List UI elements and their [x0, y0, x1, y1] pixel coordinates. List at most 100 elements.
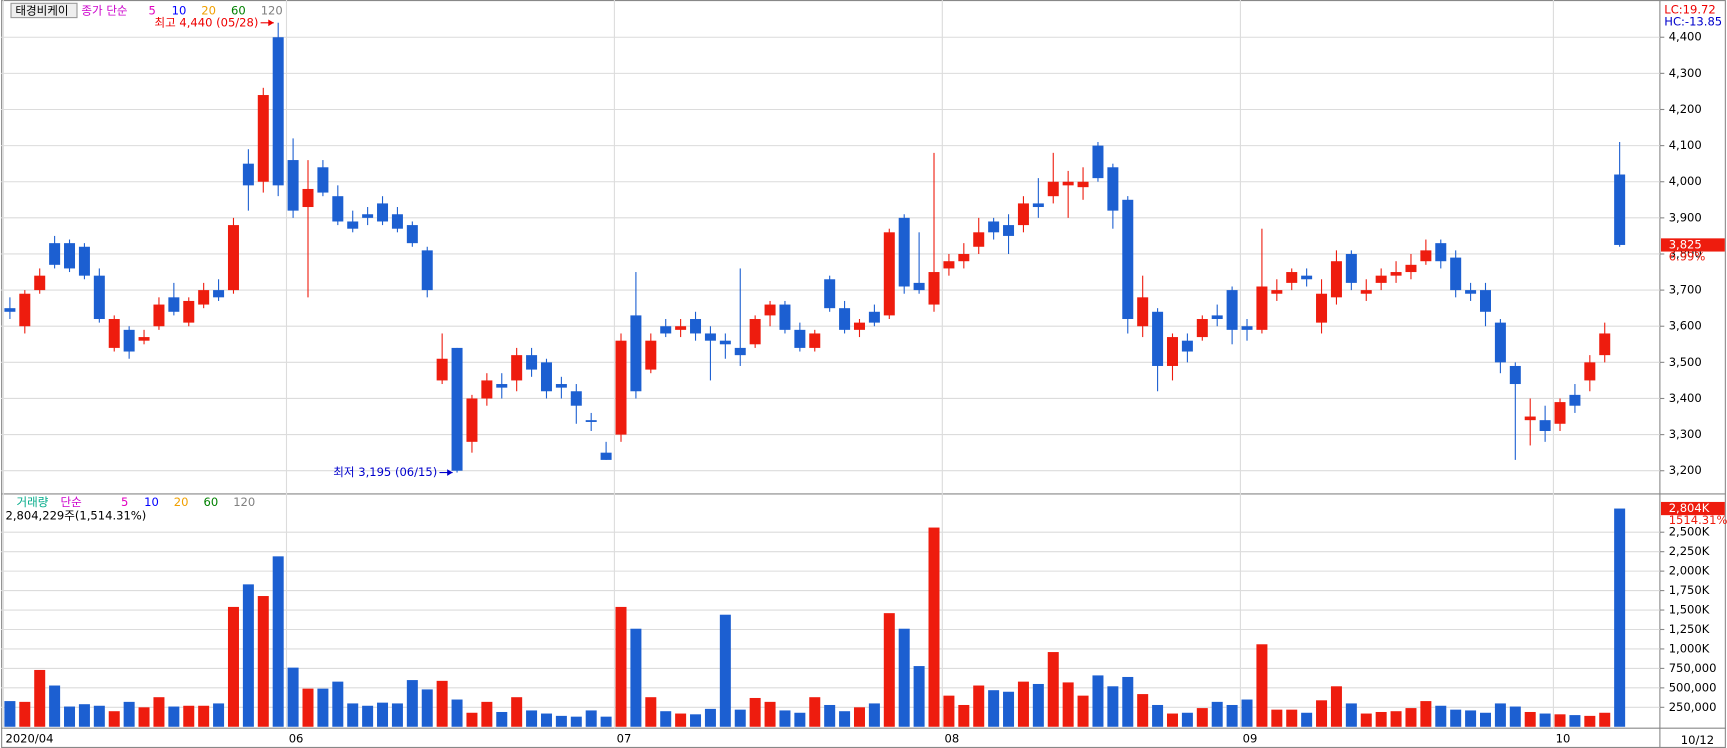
- volume-bar: [1509, 706, 1521, 727]
- candle-body: [1614, 174, 1626, 245]
- candle-body: [481, 380, 493, 399]
- candle-body: [1077, 181, 1089, 188]
- candle-body: [704, 333, 716, 341]
- y-tick-label: 3,300: [1669, 427, 1702, 441]
- candle-body: [988, 221, 1000, 233]
- candle-body: [1122, 199, 1134, 320]
- candle-body: [466, 398, 478, 442]
- y-tick-label: 3,700: [1669, 283, 1702, 297]
- candle-body: [272, 37, 284, 186]
- candle-body: [1390, 272, 1402, 276]
- y-tick-label: 3,400: [1669, 391, 1702, 405]
- candle-body: [1465, 290, 1477, 294]
- candle-body: [1047, 181, 1059, 197]
- volume-bar: [153, 697, 165, 727]
- candle-body: [1450, 257, 1462, 291]
- candle-body: [1435, 243, 1447, 262]
- x-tick-label: 10: [1556, 732, 1571, 746]
- volume-bar: [1211, 701, 1223, 727]
- volume-bar: [600, 716, 612, 727]
- candle-body: [615, 340, 627, 435]
- stock-title: 태경비케이: [15, 3, 68, 17]
- volume-ma-legend: 20: [174, 495, 189, 509]
- volume-bar: [34, 669, 46, 727]
- volume-bar: [123, 701, 135, 727]
- y-tick-label: 3,500: [1669, 355, 1702, 369]
- volume-bar: [198, 705, 210, 727]
- volume-bar: [1256, 644, 1268, 727]
- volume-bar: [1524, 711, 1536, 727]
- volume-bar: [1032, 683, 1044, 727]
- volume-bar: [49, 685, 61, 727]
- candle-body: [1360, 290, 1372, 294]
- volume-bar: [883, 613, 895, 727]
- candle-body: [853, 322, 865, 330]
- volume-bar: [302, 688, 314, 727]
- volume-bar: [630, 628, 642, 727]
- volume-bar: [660, 711, 672, 727]
- candle-body: [913, 282, 925, 291]
- volume-bar: [794, 712, 806, 727]
- candle-body: [1554, 402, 1566, 424]
- candle-body: [734, 347, 746, 356]
- volume-bar: [839, 711, 851, 727]
- candle-body: [1137, 297, 1149, 327]
- volume-bar: [1450, 709, 1462, 727]
- candle-body: [1286, 272, 1298, 283]
- candle-body: [1509, 365, 1521, 385]
- candle-body: [540, 362, 552, 392]
- volume-bar: [332, 681, 344, 727]
- candle-body: [1584, 362, 1596, 381]
- candle-body: [1599, 333, 1611, 356]
- candle-body: [1092, 145, 1104, 179]
- volume-bar: [526, 710, 538, 727]
- candle-body: [198, 290, 210, 305]
- volume-bar: [1003, 691, 1015, 727]
- candle-body: [630, 315, 642, 392]
- candle-body: [436, 358, 448, 381]
- volume-bar: [1077, 695, 1089, 727]
- ma-legend: 60: [231, 3, 246, 17]
- volume-bar: [1554, 714, 1566, 727]
- candle-body: [332, 196, 344, 222]
- volume-indicator: 단순: [61, 495, 83, 509]
- candle-body: [496, 384, 508, 388]
- candle-body: [347, 221, 359, 229]
- candle-body: [153, 304, 165, 327]
- volume-bar: [287, 667, 299, 727]
- candle-body: [242, 163, 254, 186]
- candle-body: [362, 214, 374, 218]
- candle-body: [973, 232, 985, 247]
- candle-body: [794, 329, 806, 348]
- volume-bar: [1345, 703, 1357, 727]
- volume-bar: [168, 706, 180, 727]
- volume-bar: [1047, 652, 1059, 727]
- volume-bar: [570, 716, 582, 727]
- candle-body: [123, 329, 135, 352]
- y-tick-label: 500,000: [1669, 680, 1717, 694]
- candle-body: [511, 355, 523, 381]
- volume-bar: [347, 703, 359, 727]
- volume-bar: [958, 704, 970, 727]
- y-tick-label: 4,000: [1669, 174, 1702, 188]
- last-volume-box: [1661, 501, 1725, 516]
- candle-body: [809, 333, 821, 348]
- title-box[interactable]: [10, 2, 78, 19]
- y-tick-label: 2,250K: [1669, 544, 1710, 558]
- volume-bar: [615, 606, 627, 727]
- ma-legend: 10: [172, 3, 187, 17]
- candle-body: [1166, 337, 1178, 366]
- volume-bar: [1539, 713, 1551, 727]
- volume-bar: [511, 697, 523, 727]
- volume-bar: [64, 706, 76, 727]
- volume-bar: [377, 702, 389, 727]
- candle-body: [1032, 203, 1044, 208]
- candle-body: [675, 326, 687, 330]
- volume-bar: [436, 680, 448, 727]
- candle-body: [1524, 416, 1536, 421]
- indicator-label: 종가 단순: [81, 3, 128, 17]
- candle-body: [749, 319, 761, 345]
- candle-body: [1181, 340, 1193, 352]
- candle-body: [660, 326, 672, 334]
